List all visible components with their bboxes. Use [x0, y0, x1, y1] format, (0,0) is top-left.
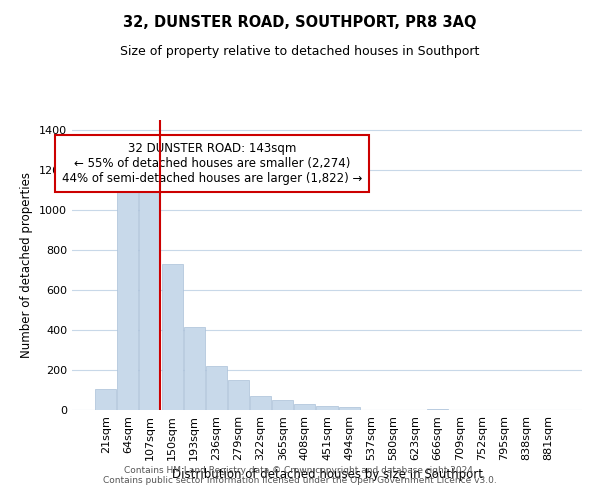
Text: Contains HM Land Registry data © Crown copyright and database right 2024.
Contai: Contains HM Land Registry data © Crown c…: [103, 466, 497, 485]
Bar: [161, 264, 182, 410]
X-axis label: Distribution of detached houses by size in Southport: Distribution of detached houses by size …: [172, 468, 482, 481]
Bar: [316, 406, 338, 410]
Text: 32, DUNSTER ROAD, SOUTHPORT, PR8 3AQ: 32, DUNSTER ROAD, SOUTHPORT, PR8 3AQ: [123, 15, 477, 30]
Bar: [272, 400, 293, 410]
Bar: [118, 178, 139, 410]
Bar: [228, 380, 249, 410]
Bar: [295, 404, 316, 410]
Bar: [427, 408, 448, 410]
Bar: [250, 396, 271, 410]
Text: 32 DUNSTER ROAD: 143sqm
← 55% of detached houses are smaller (2,274)
44% of semi: 32 DUNSTER ROAD: 143sqm ← 55% of detache…: [62, 142, 362, 185]
Text: Size of property relative to detached houses in Southport: Size of property relative to detached ho…: [121, 45, 479, 58]
Bar: [338, 407, 359, 410]
Y-axis label: Number of detached properties: Number of detached properties: [20, 172, 34, 358]
Bar: [95, 388, 116, 410]
Bar: [206, 366, 227, 410]
Bar: [139, 178, 160, 410]
Bar: [184, 327, 205, 410]
